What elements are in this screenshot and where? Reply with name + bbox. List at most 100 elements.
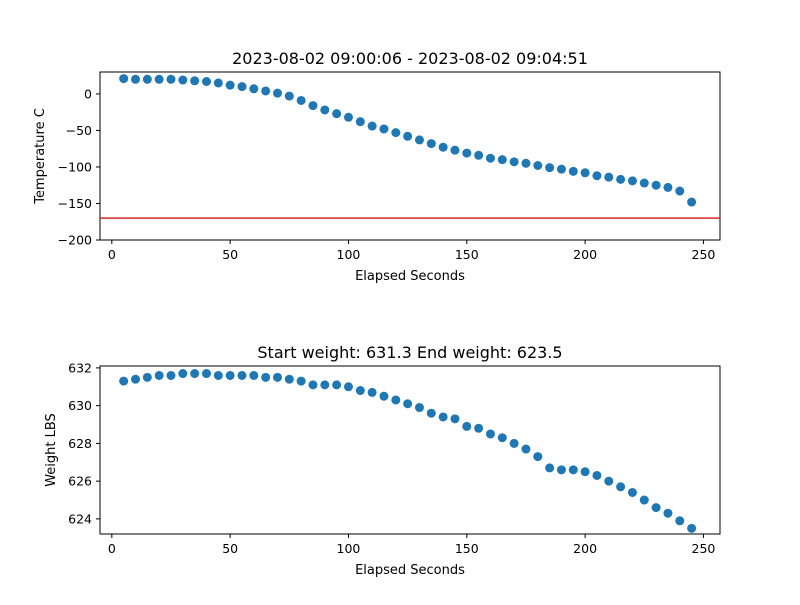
y-tick-label: −100 [58, 159, 92, 174]
data-point [119, 376, 129, 386]
data-point [272, 372, 282, 382]
data-point [663, 508, 673, 518]
data-point [343, 112, 353, 122]
data-point [178, 369, 188, 379]
temperature-chart: 2023-08-02 09:00:06 - 2023-08-02 09:04:5… [33, 49, 721, 284]
weight-chart: Start weight: 631.3 End weight: 623.5 0 5… [44, 343, 721, 578]
data-point [414, 403, 424, 413]
data-point [391, 128, 401, 138]
y-tick-label: 632 [68, 360, 92, 375]
data-point [403, 399, 413, 409]
data-point [462, 148, 472, 158]
data-point [616, 482, 626, 492]
x-axis-label: Elapsed Seconds [355, 269, 465, 284]
data-point [426, 139, 436, 149]
data-point [485, 153, 495, 163]
data-point [521, 444, 531, 454]
plot-frame [99, 71, 721, 241]
data-point [261, 372, 271, 382]
data-point [462, 421, 472, 431]
data-point [616, 174, 626, 184]
data-point [190, 369, 200, 379]
x-tick-label: 250 [692, 247, 716, 262]
y-tick-label: 0 [84, 86, 92, 101]
data-point [651, 503, 661, 513]
x-axis-label: Elapsed Seconds [355, 563, 465, 578]
data-point [391, 395, 401, 405]
y-tick-label: 628 [68, 436, 92, 451]
data-point [201, 76, 211, 86]
x-tick-label: 150 [455, 541, 479, 556]
data-point [249, 84, 259, 94]
y-tick-label: −200 [58, 233, 92, 248]
data-point [450, 145, 460, 155]
data-point [225, 80, 235, 90]
y-axis-ticks: −200 −150 −100 −50 0 [58, 86, 100, 248]
data-point [320, 105, 330, 115]
data-point [237, 82, 247, 92]
data-point [414, 135, 424, 145]
data-point [367, 387, 377, 397]
y-axis-label: Weight LBS [44, 413, 59, 487]
x-tick-label: 100 [337, 541, 361, 556]
data-point [166, 370, 176, 380]
data-point [474, 423, 484, 433]
data-point [568, 166, 578, 176]
data-point [154, 370, 164, 380]
data-point [663, 182, 673, 192]
data-point [474, 150, 484, 160]
data-point [497, 433, 507, 443]
x-tick-label: 0 [108, 541, 116, 556]
x-tick-label: 100 [337, 247, 361, 262]
data-point [284, 91, 294, 101]
data-point [580, 168, 590, 178]
data-point [213, 78, 223, 88]
data-point [639, 495, 649, 505]
data-point [604, 476, 614, 486]
data-point [438, 142, 448, 152]
data-point [438, 412, 448, 422]
data-point [130, 374, 140, 384]
data-point [627, 176, 637, 186]
data-marks [100, 74, 720, 219]
data-point [545, 463, 555, 473]
data-point [178, 75, 188, 85]
data-point [509, 157, 519, 167]
data-point [249, 370, 259, 380]
data-point [166, 74, 176, 84]
data-marks [119, 369, 697, 533]
y-tick-label: 630 [68, 398, 92, 413]
data-point [450, 414, 460, 424]
x-axis-ticks: 0 50 100 150 200 250 [108, 534, 715, 556]
data-point [426, 408, 436, 418]
data-point [497, 155, 507, 165]
chart-title: Start weight: 631.3 End weight: 623.5 [257, 343, 562, 362]
data-point [556, 465, 566, 475]
data-point [332, 380, 342, 390]
data-point [201, 369, 211, 379]
data-point [355, 386, 365, 396]
data-point [320, 380, 330, 390]
data-point [367, 121, 377, 131]
data-point [509, 438, 519, 448]
data-point [355, 117, 365, 127]
data-point [142, 74, 152, 84]
data-point [627, 487, 637, 497]
y-axis-ticks: 624 626 628 630 632 [68, 360, 100, 526]
y-tick-label: −50 [66, 123, 92, 138]
data-point [687, 523, 697, 533]
data-point [545, 163, 555, 173]
data-point [675, 186, 685, 196]
data-point [580, 467, 590, 477]
x-axis-ticks: 0 50 100 150 200 250 [108, 240, 716, 262]
data-point [639, 178, 649, 188]
data-point [521, 158, 531, 168]
data-point [272, 88, 282, 98]
data-point [225, 370, 235, 380]
data-point [190, 76, 200, 86]
data-point [592, 171, 602, 181]
data-point [343, 382, 353, 392]
x-tick-label: 50 [222, 541, 238, 556]
